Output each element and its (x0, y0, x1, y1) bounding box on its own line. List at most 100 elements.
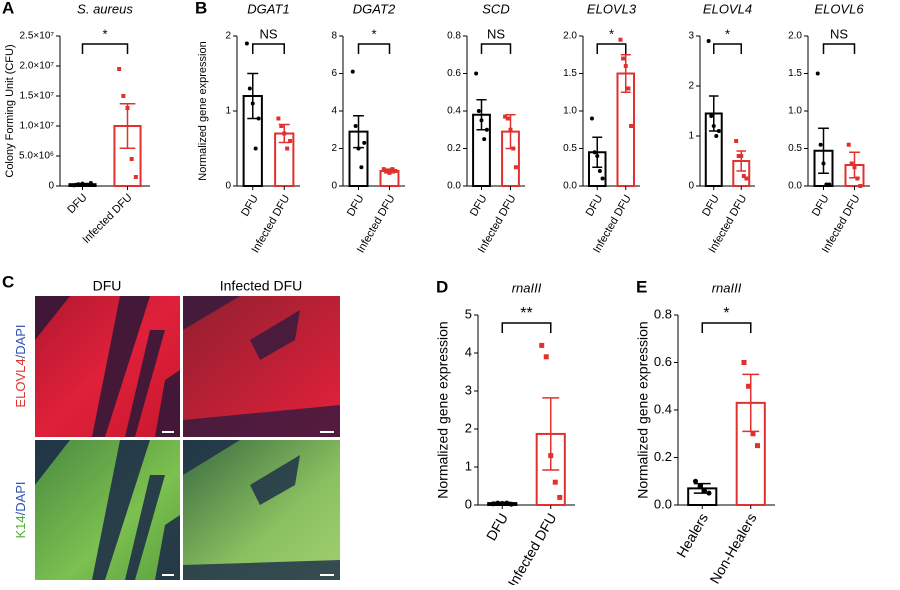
data-point (250, 101, 255, 106)
data-point (827, 182, 832, 187)
y-tick-label: 0 (331, 181, 337, 192)
data-point (552, 479, 558, 485)
y-tick-label: 1.5 (563, 68, 577, 79)
data-point (711, 124, 716, 128)
data-point (543, 354, 549, 360)
chart-title: rnaIII (712, 280, 742, 295)
data-point (815, 71, 820, 76)
significance-label: * (725, 26, 730, 41)
y-tick-label: 2.5×10⁷ (20, 31, 55, 42)
y-tick-label: 0.0 (447, 181, 461, 192)
stain-label: K14 (13, 515, 28, 538)
y-tick-label: 0.8 (447, 31, 461, 42)
data-point (121, 94, 126, 98)
x-tick-label: DFU (810, 193, 832, 219)
chart-title: DGAT2 (353, 1, 396, 16)
y-tick-label: 0 (465, 496, 472, 511)
significance-label: NS (830, 26, 848, 41)
data-point (818, 142, 823, 147)
data-point (129, 157, 134, 161)
data-point (589, 116, 594, 121)
x-tick-label: Infected DFU (504, 510, 559, 585)
panel-label: C (2, 272, 14, 291)
data-point (80, 181, 85, 186)
data-point (499, 500, 505, 506)
data-point (387, 170, 392, 175)
data-point (849, 161, 854, 166)
y-tick-label: 1.0 (563, 106, 577, 117)
micrograph (183, 440, 340, 580)
data-point (476, 109, 481, 113)
significance-bracket (357, 43, 391, 54)
data-point (592, 150, 597, 155)
tissue-fold (183, 440, 340, 580)
data-point (133, 175, 138, 179)
y-tick-label: 4 (465, 344, 472, 359)
y-tick-label: 2 (465, 420, 472, 435)
significance-bracket (701, 322, 752, 333)
chart-title: ELOVL4 (703, 1, 752, 16)
panel-label: D (436, 277, 448, 296)
data-point (508, 127, 513, 132)
column-label: DFU (93, 278, 122, 294)
data-point (504, 500, 510, 506)
y-tick-label: 0 (225, 181, 231, 192)
data-point (597, 169, 602, 173)
data-point (623, 64, 628, 68)
significance-label: ** (520, 305, 532, 322)
y-tick-label: 0.0 (788, 181, 802, 192)
data-point (508, 501, 514, 507)
x-tick-label: Healers (673, 510, 711, 560)
y-tick-label: 3 (688, 31, 694, 42)
y-axis-label: Normalized gene expression (635, 321, 651, 498)
data-point (381, 167, 386, 172)
y-tick-label: 2 (331, 143, 337, 154)
data-point (626, 86, 631, 91)
data-point (362, 140, 367, 145)
significance-bracket (501, 322, 552, 333)
y-tick-label: 1.0×10⁷ (20, 121, 55, 132)
data-point (739, 154, 744, 158)
chart-title: rnaIII (512, 280, 542, 295)
counterstain-label: /DAPI (13, 481, 28, 515)
significance-bracket (252, 43, 285, 54)
data-point (125, 106, 130, 110)
data-point (505, 116, 510, 121)
x-tick-label: DFU (65, 192, 90, 217)
data-point (548, 453, 554, 459)
significance-label: NS (259, 26, 277, 41)
data-point (490, 501, 496, 507)
data-point (479, 118, 484, 123)
row-label: K14/DAPI (13, 481, 28, 538)
chart-title: ELOVL3 (587, 1, 637, 16)
y-tick-label: 1 (688, 131, 694, 142)
data-point (359, 165, 364, 170)
row-label: ELOVL4/DAPI (13, 324, 28, 407)
x-tick-label: DFU (345, 193, 367, 219)
x-tick-label: Non-Healers (706, 510, 759, 585)
data-point (511, 146, 516, 151)
data-point (621, 56, 626, 61)
data-point (72, 183, 77, 188)
y-tick-label: 0.2 (654, 449, 672, 464)
error-bar (620, 54, 631, 93)
y-tick-label: 1.0 (788, 106, 802, 117)
data-point (618, 37, 623, 42)
data-point (706, 490, 712, 496)
significance-bracket (713, 43, 742, 54)
y-tick-label: 0.0 (654, 496, 672, 511)
data-point (495, 500, 501, 506)
tissue-fold (183, 296, 340, 437)
data-point (557, 494, 563, 500)
data-point (390, 167, 395, 172)
column-label: Infected DFU (220, 278, 302, 294)
data-point (755, 443, 761, 449)
data-point (482, 137, 487, 142)
x-tick-label: DFU (239, 193, 261, 219)
y-tick-label: 0 (688, 181, 694, 192)
data-point (736, 154, 741, 158)
data-point (393, 169, 398, 173)
data-point (734, 139, 739, 143)
data-point (353, 124, 358, 128)
y-tick-label: 1 (225, 106, 231, 117)
